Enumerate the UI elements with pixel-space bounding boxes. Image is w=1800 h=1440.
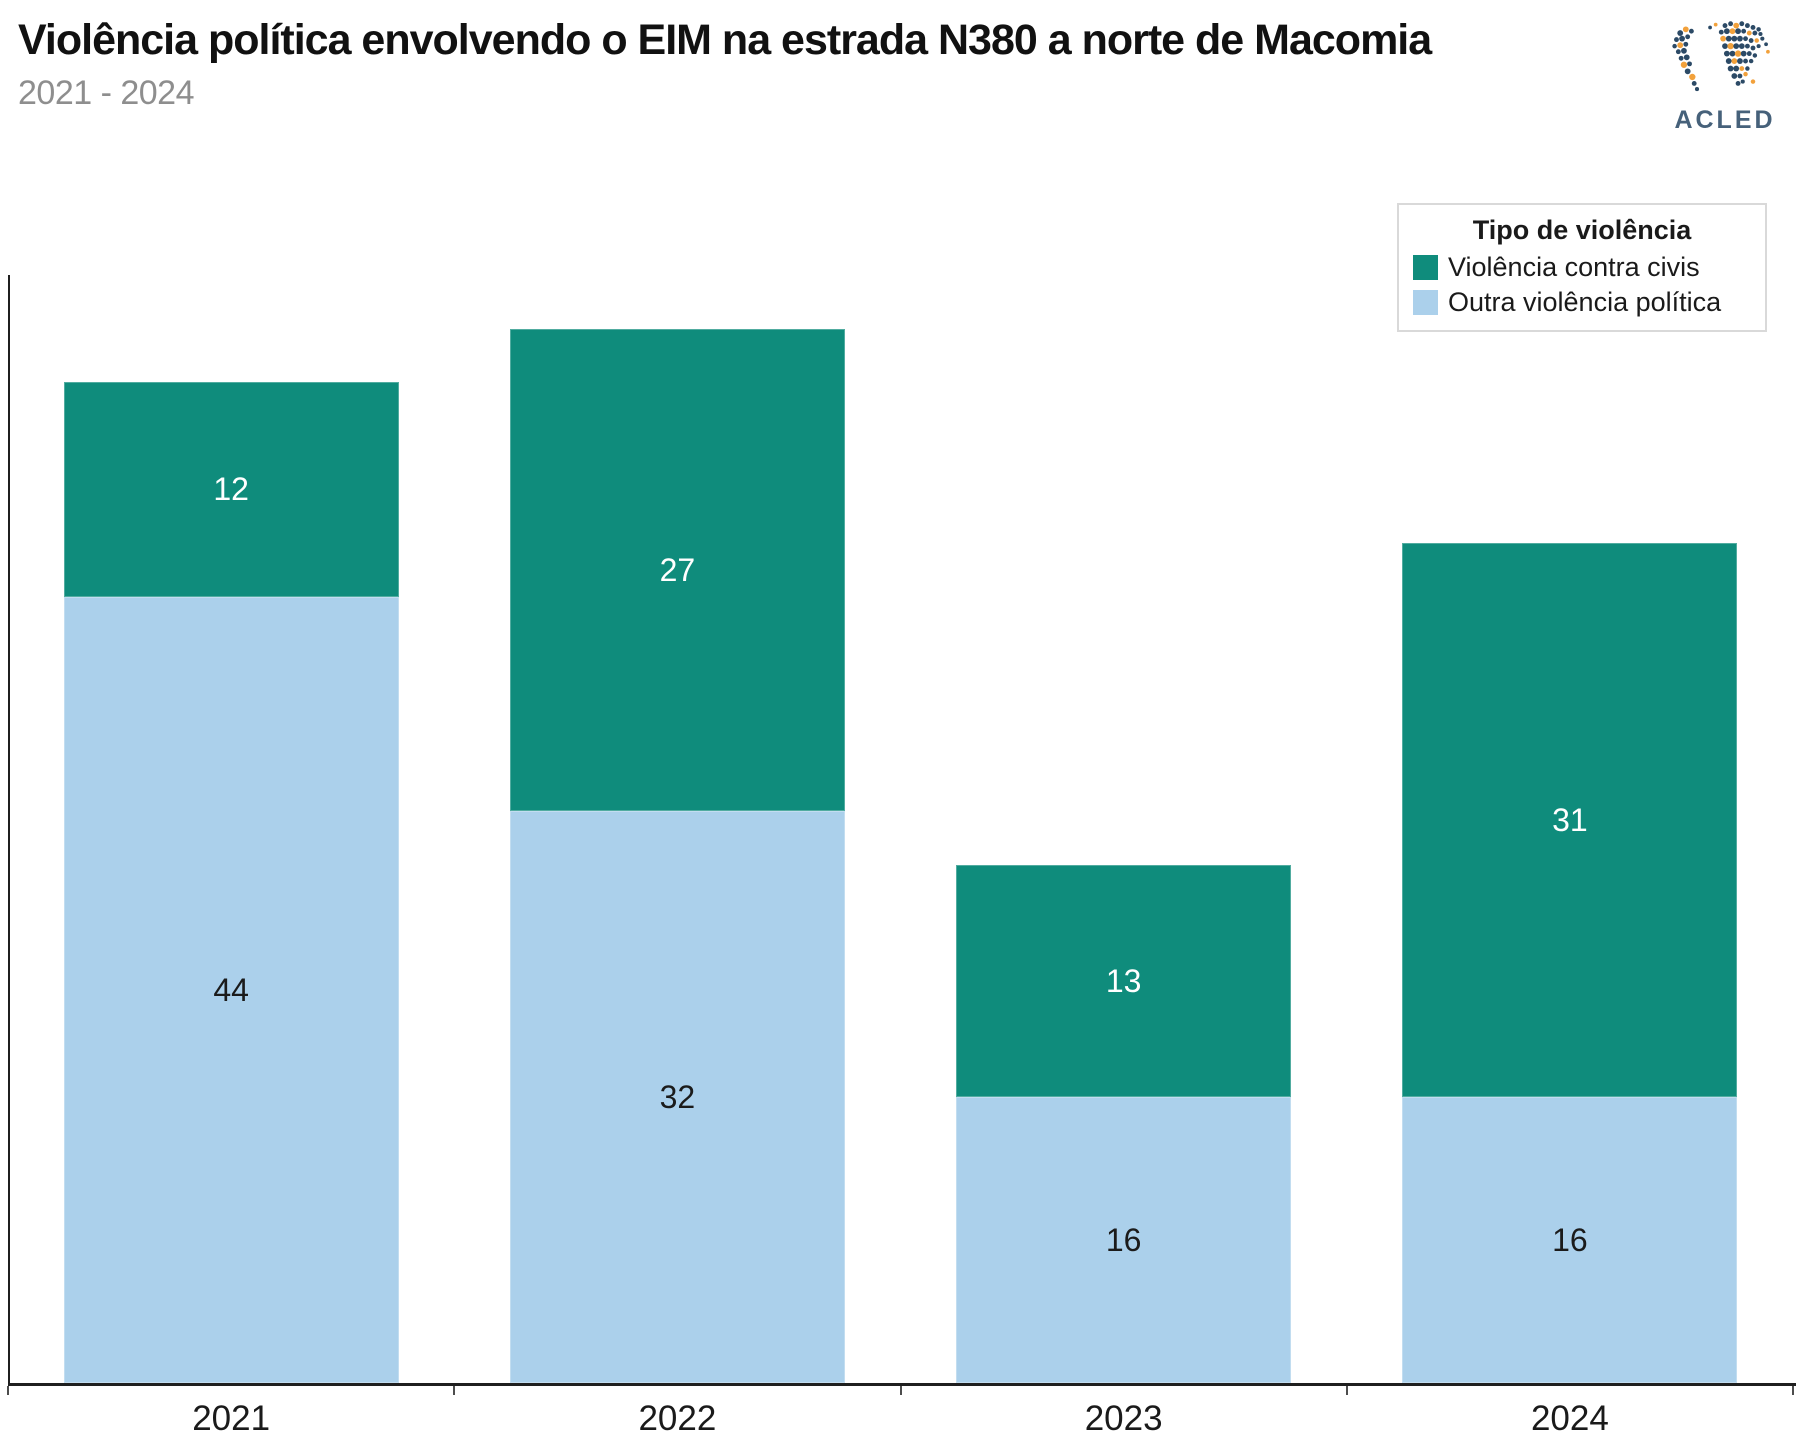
- x-axis-label-2021: 2021: [192, 1399, 271, 1438]
- bar-segment-2023-outra-violência-política: [956, 1097, 1292, 1383]
- page-title: Violência política envolvendo o EIM na e…: [18, 16, 1432, 64]
- bar-value-label: 44: [213, 971, 249, 1008]
- x-axis-tick: [1345, 1386, 1348, 1395]
- x-axis-tick: [453, 1386, 456, 1395]
- x-axis-label-2023: 2023: [1084, 1399, 1163, 1438]
- acled-wordmark: ACLED: [1674, 106, 1776, 134]
- acled-logo: ACLED: [1666, 20, 1784, 135]
- bar-segment-2024-violência-contra-civis: [1402, 543, 1738, 1098]
- x-axis-line: [8, 1383, 1796, 1386]
- legend-title: Tipo de violência: [1472, 215, 1692, 245]
- x-axis-label-2024: 2024: [1530, 1399, 1609, 1438]
- y-axis-line: [8, 275, 10, 1385]
- x-axis-tick: [899, 1386, 902, 1395]
- legend-swatch-icon: [1413, 255, 1438, 280]
- chart-header: Violência política envolvendo o EIM na e…: [18, 14, 1478, 113]
- bar-segment-2022-outra-violência-política: [509, 811, 845, 1383]
- bar-value-label: 16: [1105, 1222, 1142, 1259]
- bar-segment-2023-violência-contra-civis: [956, 864, 1292, 1098]
- bar-segment-2021-outra-violência-política: [63, 596, 399, 1383]
- bar-value-label: 31: [1552, 802, 1588, 839]
- bar-value-label: 32: [659, 1079, 696, 1116]
- legend-items: Violência contra civis Outra violência po…: [1413, 252, 1751, 318]
- legend-swatch-icon: [1413, 290, 1438, 315]
- legend-item-violência-contra-civis: Violência contra civis: [1413, 252, 1751, 283]
- bar-value-label: 16: [1552, 1222, 1588, 1259]
- bar-segment-2021-violência-contra-civis: [63, 382, 399, 597]
- x-axis-tick: [1792, 1386, 1794, 1395]
- bar-value-label: 27: [659, 551, 696, 588]
- legend-item-label: Outra violência política: [1448, 287, 1722, 317]
- chart-subtitle: 2021 - 2024: [18, 73, 195, 112]
- bar-segment-2022-violência-contra-civis: [509, 328, 845, 812]
- x-axis-label-2022: 2022: [638, 1399, 717, 1438]
- world-map-dots-icon: [1672, 21, 1770, 92]
- x-axis-tick: [7, 1386, 9, 1395]
- legend-item-label: Violência contra civis: [1448, 252, 1700, 282]
- legend-item-outra-violência-política: Outra violência política: [1413, 287, 1751, 318]
- legend: Tipo de violência Violência contra civis…: [1397, 203, 1767, 332]
- bar-value-label: 13: [1105, 962, 1142, 999]
- bar-value-label: 12: [213, 471, 249, 508]
- bar-segment-2024-outra-violência-política: [1402, 1097, 1738, 1383]
